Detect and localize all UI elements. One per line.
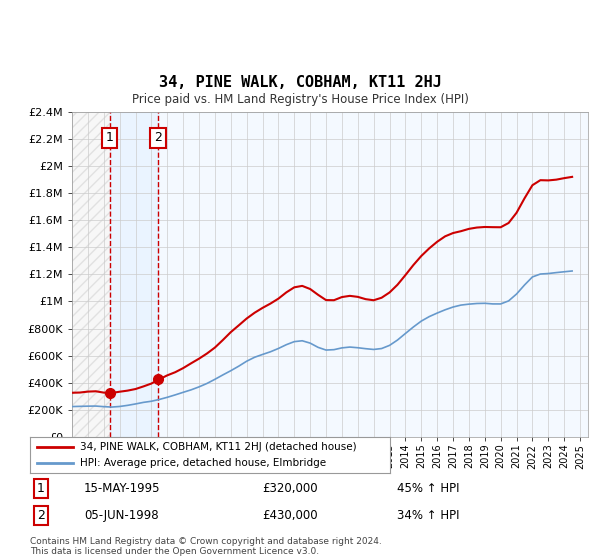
Text: 1: 1 xyxy=(106,132,113,144)
Bar xyxy=(72,112,110,437)
Text: Price paid vs. HM Land Registry's House Price Index (HPI): Price paid vs. HM Land Registry's House … xyxy=(131,94,469,106)
Text: £430,000: £430,000 xyxy=(262,508,318,522)
Text: 05-JUN-1998: 05-JUN-1998 xyxy=(84,508,158,522)
Text: 15-MAY-1995: 15-MAY-1995 xyxy=(84,482,161,495)
Text: £320,000: £320,000 xyxy=(262,482,318,495)
Text: 1: 1 xyxy=(37,482,45,495)
Bar xyxy=(110,112,158,437)
Text: 2: 2 xyxy=(37,508,45,522)
Bar xyxy=(72,112,110,437)
Text: 2: 2 xyxy=(154,132,162,144)
Text: 34% ↑ HPI: 34% ↑ HPI xyxy=(397,508,460,522)
Text: 34, PINE WALK, COBHAM, KT11 2HJ (detached house): 34, PINE WALK, COBHAM, KT11 2HJ (detache… xyxy=(80,442,357,452)
Text: HPI: Average price, detached house, Elmbridge: HPI: Average price, detached house, Elmb… xyxy=(80,458,326,468)
Text: 45% ↑ HPI: 45% ↑ HPI xyxy=(397,482,460,495)
Text: 34, PINE WALK, COBHAM, KT11 2HJ: 34, PINE WALK, COBHAM, KT11 2HJ xyxy=(158,74,442,90)
Bar xyxy=(158,112,588,437)
Text: This data is licensed under the Open Government Licence v3.0.: This data is licensed under the Open Gov… xyxy=(30,547,319,556)
Text: Contains HM Land Registry data © Crown copyright and database right 2024.: Contains HM Land Registry data © Crown c… xyxy=(30,537,382,546)
